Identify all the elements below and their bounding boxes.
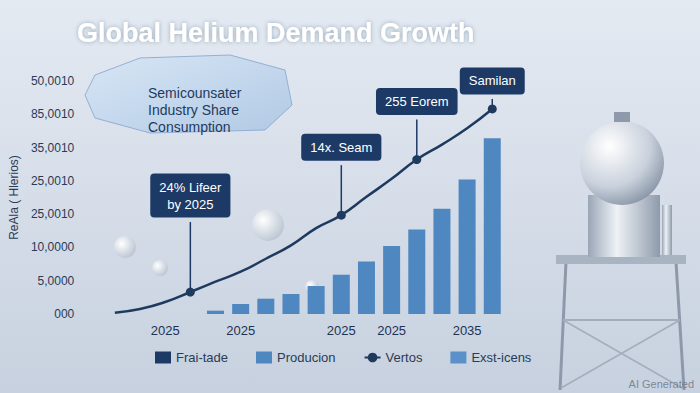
svg-text:50,0010: 50,0010 [31,74,75,88]
svg-text:Frai-tade: Frai-tade [176,350,228,365]
svg-text:25,0010: 25,0010 [31,207,75,221]
svg-text:2025: 2025 [151,323,180,338]
svg-text:25,0010: 25,0010 [31,174,75,188]
svg-text:2025: 2025 [226,323,255,338]
svg-text:AI Generated: AI Generated [629,378,694,390]
svg-text:2025: 2025 [327,323,356,338]
svg-text:35,0010: 35,0010 [31,141,75,155]
svg-text:Exst-icens: Exst-icens [471,350,531,365]
svg-text:85,0010: 85,0010 [31,107,75,121]
svg-text:Samilan: Samilan [469,73,516,88]
svg-text:Global Helium Demand Growth: Global Helium Demand Growth [77,18,475,48]
svg-text:ReAla ( Hlerios): ReAla ( Hlerios) [7,155,21,240]
svg-text:Consumption: Consumption [148,119,231,135]
svg-text:Vertos: Vertos [386,350,423,365]
svg-text:Producion: Producion [277,350,336,365]
svg-text:5,0000: 5,0000 [38,274,75,288]
svg-text:Semicounsater: Semicounsater [148,85,242,101]
svg-text:2025: 2025 [377,323,406,338]
svg-text:14x. Seam: 14x. Seam [310,140,372,155]
svg-text:2035: 2035 [453,323,482,338]
svg-text:24% Lifeer: 24% Lifeer [159,180,222,195]
svg-text:000: 000 [54,307,74,321]
svg-text:255 Eorem: 255 Eorem [385,94,449,109]
svg-text:Industry Share: Industry Share [148,102,239,118]
svg-text:by 2025: by 2025 [167,197,213,212]
svg-text:10,0000: 10,0000 [31,240,75,254]
